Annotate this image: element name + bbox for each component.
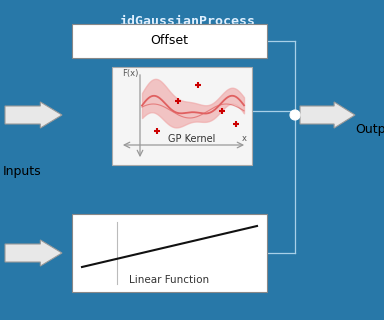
- Text: GP Kernel: GP Kernel: [168, 134, 216, 144]
- Text: Output: Output: [355, 124, 384, 137]
- Text: x: x: [242, 134, 247, 143]
- Bar: [62, 12, 312, 308]
- FancyArrow shape: [300, 102, 355, 128]
- Bar: [112, 67, 252, 165]
- Text: Linear Function: Linear Function: [129, 275, 210, 285]
- Text: F(x): F(x): [122, 69, 138, 78]
- Bar: [72, 24, 267, 58]
- Circle shape: [290, 110, 300, 120]
- Bar: [72, 214, 267, 292]
- FancyArrow shape: [5, 102, 62, 128]
- Text: Inputs: Inputs: [3, 165, 41, 179]
- Text: Offset: Offset: [151, 35, 189, 47]
- Text: idGaussianProcess: idGaussianProcess: [119, 15, 255, 28]
- FancyArrow shape: [5, 240, 62, 266]
